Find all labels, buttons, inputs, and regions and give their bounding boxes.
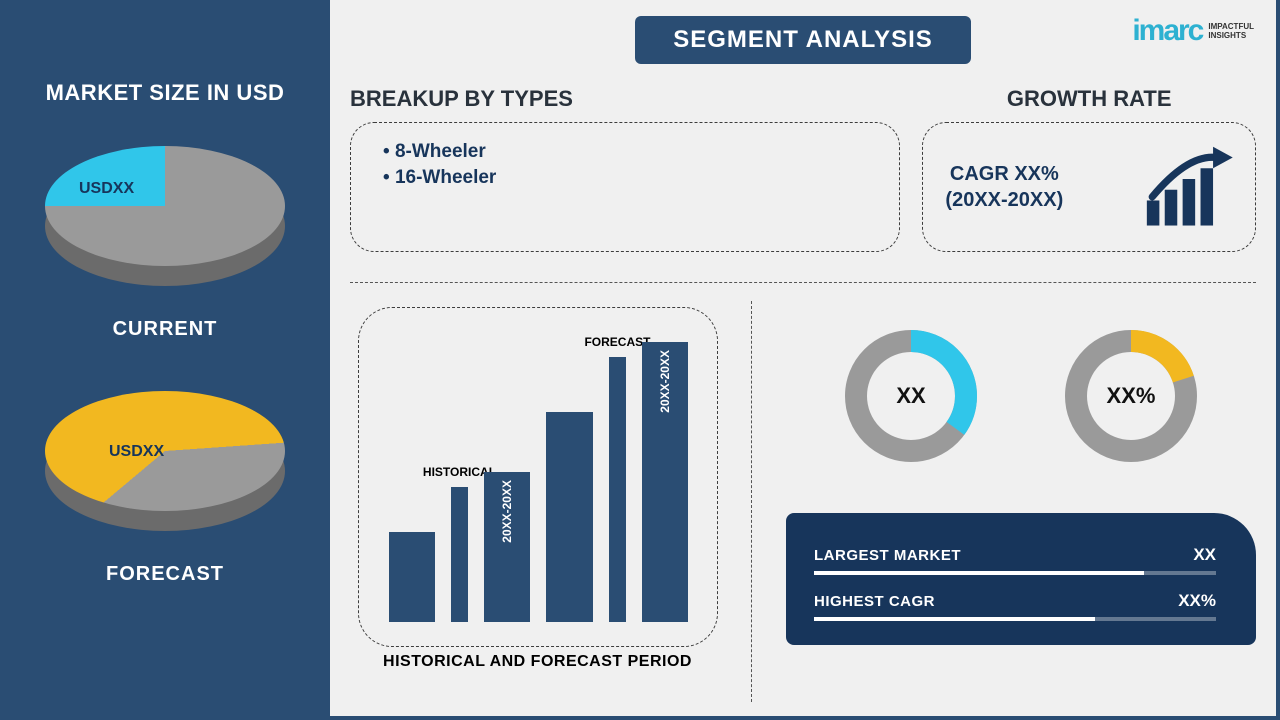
card-key: LARGEST MARKET: [814, 547, 961, 564]
breakup-section: BREAKUP BY TYPES 8-Wheeler16-Wheeler: [350, 86, 900, 252]
horizontal-divider: [350, 282, 1256, 283]
historical-forecast-caption: HISTORICAL AND FORECAST PERIOD: [350, 653, 725, 671]
growth-title: GROWTH RATE: [922, 86, 1256, 112]
bar: [546, 412, 593, 622]
metrics-card: LARGEST MARKET XX HIGHEST CAGR XX%: [786, 513, 1256, 645]
breakup-title: BREAKUP BY TYPES: [350, 86, 900, 112]
pie-value-label: USDXX: [79, 180, 134, 198]
historical-forecast-chart: HISTORICAL 20XX-20XX FORECAST 20XX-20XX: [358, 307, 718, 647]
sidebar-market-size: MARKET SIZE IN USD USDXX CURRENT USDXX FORE…: [0, 0, 330, 720]
main-panel: imarc IMPACTFUL INSIGHTS SEGMENT ANALYSI…: [330, 0, 1280, 720]
card-row-largest-market: LARGEST MARKET XX: [814, 545, 1216, 575]
donut-right: XX%: [1056, 321, 1206, 471]
metrics-section: XX XX% LARGEST MARKET XX HIGHEST CAGR XX…: [752, 301, 1256, 702]
brand-logo: imarc IMPACTFUL INSIGHTS: [1132, 14, 1254, 48]
donut-center-value: XX: [836, 321, 986, 471]
breakup-item: 8-Wheeler: [373, 139, 877, 165]
card-value: XX: [1193, 545, 1216, 565]
sidebar-title: MARKET SIZE IN USD: [46, 80, 285, 106]
card-row-highest-cagr: HIGHEST CAGR XX%: [814, 591, 1216, 621]
row-breakup-growth: BREAKUP BY TYPES 8-Wheeler16-Wheeler GRO…: [350, 86, 1256, 252]
bar-thin: HISTORICAL: [451, 487, 467, 622]
donut-center-value: XX%: [1056, 321, 1206, 471]
growth-bars-arrow-icon: [1143, 145, 1233, 230]
card-progress-bar: [814, 617, 1216, 621]
pie-caption: FORECAST: [106, 563, 224, 586]
bar-period-label: 20XX-20XX: [658, 350, 672, 413]
donut-charts: XX XX%: [786, 321, 1256, 471]
historical-forecast-section: HISTORICAL 20XX-20XX FORECAST 20XX-20XX HIS…: [350, 301, 752, 702]
pie-current: USDXX CURRENT: [35, 146, 295, 341]
brand-name: imarc: [1132, 14, 1202, 48]
pie-value-label: USDXX: [109, 443, 164, 461]
breakup-box: 8-Wheeler16-Wheeler: [350, 122, 900, 252]
brand-tagline: IMPACTFUL INSIGHTS: [1208, 22, 1254, 40]
bar-thin: FORECAST: [609, 357, 625, 622]
card-progress-bar: [814, 571, 1216, 575]
breakup-item: 16-Wheeler: [373, 165, 877, 191]
growth-box: CAGR XX% (20XX-20XX): [922, 122, 1256, 252]
pie-forecast: USDXX FORECAST: [35, 391, 295, 586]
growth-text: CAGR XX% (20XX-20XX): [945, 161, 1063, 213]
bar: [389, 532, 436, 622]
growth-section: GROWTH RATE CAGR XX% (20XX-20XX): [922, 86, 1256, 252]
bar: 20XX-20XX: [484, 472, 531, 622]
bar-period-label: 20XX-20XX: [500, 480, 514, 543]
donut-left: XX: [836, 321, 986, 471]
card-value: XX%: [1178, 591, 1216, 611]
page-title: SEGMENT ANALYSIS: [635, 16, 971, 64]
bar: 20XX-20XX: [642, 342, 689, 622]
row-hist-metrics: HISTORICAL 20XX-20XX FORECAST 20XX-20XX HIS…: [350, 301, 1256, 702]
card-key: HIGHEST CAGR: [814, 593, 935, 610]
pie-caption: CURRENT: [113, 318, 218, 341]
